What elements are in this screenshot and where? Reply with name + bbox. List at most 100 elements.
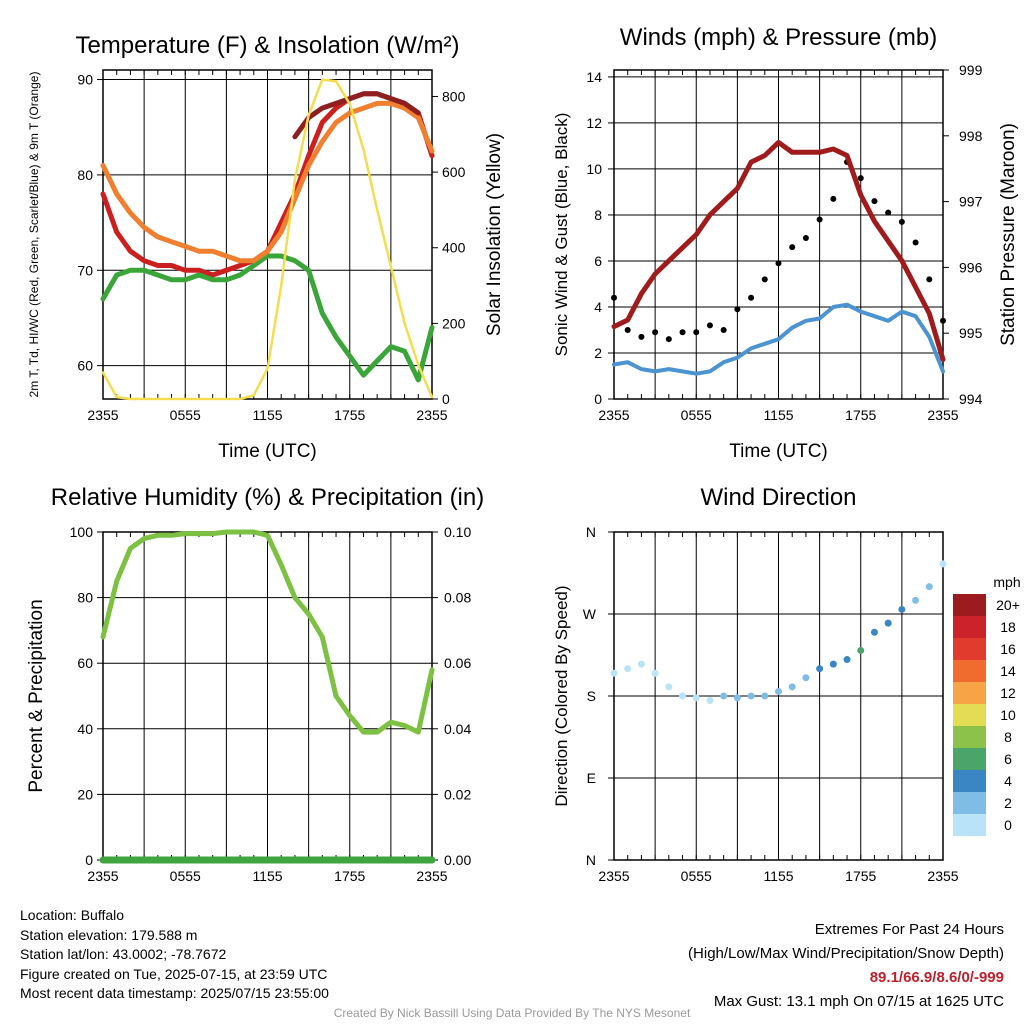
legend-label: 16 bbox=[1000, 641, 1016, 657]
legend-swatch bbox=[953, 704, 986, 726]
x-tick-label: 2355 bbox=[598, 868, 629, 884]
legend-swatch bbox=[953, 616, 986, 638]
y2-tick-label: 0.02 bbox=[444, 786, 471, 802]
gust-point bbox=[679, 329, 686, 336]
legend-label: 10 bbox=[1000, 707, 1016, 723]
series-line bbox=[100, 100, 435, 264]
y2-tick-label: 999 bbox=[959, 62, 983, 78]
direction-point bbox=[816, 665, 824, 673]
y-tick-label: 0 bbox=[85, 852, 93, 868]
y-tick-label: 4 bbox=[594, 299, 602, 315]
gust-point bbox=[638, 333, 645, 340]
series-line bbox=[100, 253, 435, 383]
y2-tick-label: 0.08 bbox=[444, 590, 471, 606]
gust-point bbox=[898, 218, 905, 225]
y-tick-label: 20 bbox=[77, 786, 93, 802]
direction-point bbox=[761, 692, 769, 700]
legend-swatch bbox=[953, 792, 986, 814]
legend-label: 0 bbox=[1004, 817, 1012, 833]
gust-point bbox=[912, 239, 919, 246]
series-line bbox=[292, 91, 421, 140]
y2-tick-label: 997 bbox=[959, 194, 983, 210]
chart-title: Wind Direction bbox=[700, 484, 856, 511]
x-tick-label: 1155 bbox=[763, 407, 793, 423]
y-tick-label: N bbox=[586, 524, 596, 540]
y2-tick-label: 0.10 bbox=[444, 524, 471, 540]
x-tick-label: 1155 bbox=[763, 868, 793, 884]
y-tick-label: 60 bbox=[77, 655, 93, 671]
legend-swatch bbox=[953, 660, 986, 682]
gust-point bbox=[816, 216, 823, 223]
direction-point bbox=[925, 583, 933, 591]
extremes-title: Extremes For Past 24 Hours bbox=[814, 921, 1004, 938]
y-axis-label: Direction (Colored By Speed) bbox=[552, 585, 571, 806]
series-line bbox=[100, 529, 435, 735]
direction-point bbox=[624, 665, 632, 673]
y-tick-label: 100 bbox=[70, 524, 94, 540]
y2-tick-label: 0.04 bbox=[444, 721, 471, 737]
y2-axis-label: Station Pressure (Maroon) bbox=[998, 123, 1019, 346]
chart-title: Winds (mph) & Pressure (mb) bbox=[620, 24, 937, 51]
gust-point bbox=[693, 329, 700, 336]
chart-title: Temperature (F) & Insolation (W/m²) bbox=[75, 32, 459, 59]
gust-point bbox=[706, 322, 713, 329]
x-tick-label: 2355 bbox=[87, 868, 118, 884]
direction-point bbox=[788, 683, 796, 691]
legend-label: 2 bbox=[1004, 795, 1012, 811]
legend-swatch bbox=[953, 770, 986, 792]
x-tick-label: 0555 bbox=[681, 407, 712, 423]
direction-point bbox=[857, 646, 865, 654]
y2-tick-label: 995 bbox=[959, 325, 983, 341]
station-info: Location: Buffalo Station elevation: 179… bbox=[20, 906, 329, 1004]
x-tick-label: 0555 bbox=[170, 407, 201, 423]
direction-point bbox=[843, 656, 851, 664]
direction-point bbox=[720, 692, 728, 700]
x-axis-label: Time (UTC) bbox=[218, 441, 317, 462]
legend-label: 18 bbox=[1000, 619, 1016, 635]
direction-point bbox=[802, 674, 810, 682]
legend-label: 6 bbox=[1004, 751, 1012, 767]
extremes-subtitle: (High/Low/Max Wind/Precipitation/Snow De… bbox=[688, 945, 1004, 962]
direction-point bbox=[706, 697, 714, 705]
x-tick-label: 2355 bbox=[927, 407, 958, 423]
x-axis-label: Time (UTC) bbox=[729, 441, 828, 462]
y-tick-label: W bbox=[583, 606, 597, 622]
y-tick-label: N bbox=[586, 852, 596, 868]
latlon-text: Station lat/lon: 43.0002; -78.7672 bbox=[20, 946, 227, 962]
gust-point bbox=[940, 317, 946, 324]
x-tick-label: 1155 bbox=[252, 407, 282, 423]
extremes-values: 89.1/66.9/8.6/0/-999 bbox=[869, 969, 1004, 986]
direction-point bbox=[912, 596, 920, 604]
direction-point bbox=[679, 692, 687, 700]
x-tick-label: 2355 bbox=[416, 868, 447, 884]
y2-tick-label: 400 bbox=[442, 240, 466, 256]
direction-point bbox=[884, 619, 892, 627]
direction-point bbox=[692, 694, 700, 702]
y-tick-label: 40 bbox=[77, 721, 93, 737]
x-tick-label: 0555 bbox=[681, 868, 712, 884]
series-line bbox=[101, 78, 434, 401]
legend-label: 14 bbox=[1000, 663, 1016, 679]
x-tick-label: 2355 bbox=[598, 407, 629, 423]
gust-point bbox=[802, 234, 809, 241]
gust-point bbox=[652, 329, 659, 336]
x-tick-label: 1755 bbox=[845, 868, 876, 884]
x-tick-label: 1755 bbox=[334, 868, 365, 884]
legend-title: mph bbox=[993, 574, 1020, 590]
meteogram-figure: 2355 0555 1155 1755 2355 Temperature (F) & In… bbox=[26, 24, 1021, 884]
y2-tick-label: 0 bbox=[442, 391, 450, 407]
legend-swatch bbox=[953, 638, 986, 660]
gust-point bbox=[775, 260, 782, 267]
direction-point bbox=[665, 683, 673, 691]
y-tick-label: 0 bbox=[594, 391, 602, 407]
y-tick-label: 2 bbox=[594, 345, 602, 361]
y-tick-label: S bbox=[587, 688, 596, 704]
y-tick-label: 90 bbox=[77, 72, 93, 88]
extremes-info: Extremes For Past 24 Hours (High/Low/Max… bbox=[688, 918, 1004, 1014]
y-axis-label: 2m T, Td, HI/WC (Red, Green, Scarlet/Blu… bbox=[27, 72, 41, 398]
direction-point bbox=[898, 605, 906, 613]
y-tick-label: 14 bbox=[586, 69, 602, 85]
direction-point bbox=[733, 694, 741, 702]
direction-point bbox=[829, 660, 837, 668]
x-tick-label: 1155 bbox=[252, 868, 282, 884]
